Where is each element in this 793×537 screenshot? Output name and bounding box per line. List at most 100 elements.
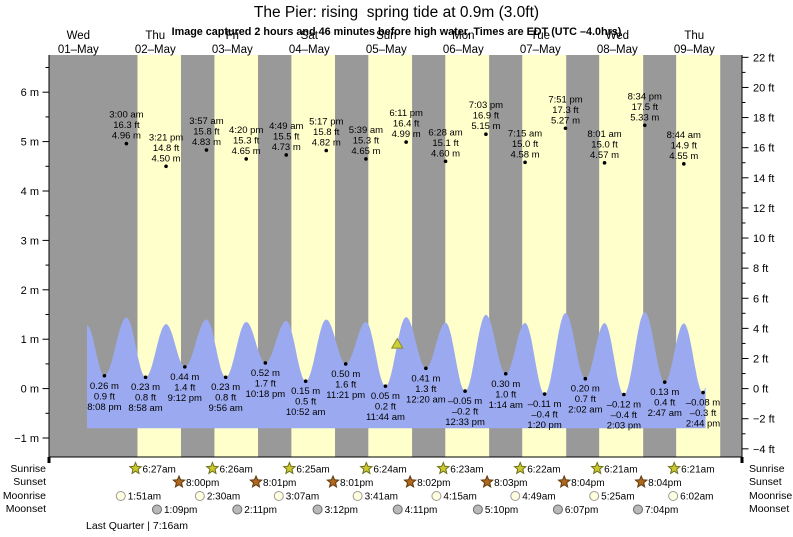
high-tide-m: 5.15 m (471, 121, 500, 132)
moonrise-row-label-left: Moonrise (2, 489, 46, 502)
high-tide-ft: 15.8 ft (193, 126, 220, 137)
sunrise-time: 6:24am (373, 465, 406, 476)
moonrise-icon (510, 491, 521, 501)
high-tide-time: 5:17 pm (309, 116, 343, 127)
low-tide-time: 2:03 pm (607, 421, 641, 432)
moonset-time: 1:09pm (164, 505, 197, 516)
low-tide-ft: 0.9 ft (94, 391, 115, 402)
capture-note: Image captured 2 hours and 46 minutes be… (171, 26, 622, 38)
low-tide-time: 2:47 am (648, 408, 682, 419)
day-date-label: 07–May (520, 44, 561, 56)
high-tide-time: 3:57 am (189, 116, 223, 127)
moon-phase-note: Last Quarter | 7:16am (86, 520, 188, 532)
ft-axis-tick-label: 12 ft (753, 203, 774, 215)
day-date-label: 03–May (212, 44, 253, 56)
day-date-label: 06–May (443, 44, 484, 56)
moonset-row-label-right: Moonset (749, 503, 790, 515)
moonrise-icon (589, 491, 600, 501)
sunset-time: 8:01pm (263, 478, 296, 489)
high-tide-m: 4.50 m (152, 153, 181, 164)
m-axis-tick-label: 4 m (21, 186, 39, 198)
moonrise-icon (431, 491, 442, 501)
low-tide-time: 12:33 pm (445, 417, 485, 428)
plot-border (48, 55, 743, 458)
low-tide-dot (701, 390, 705, 395)
moonrise-icon (668, 491, 679, 501)
high-tide-time: 5:39 am (349, 125, 383, 136)
low-tide-ft: –0.4 ft (611, 410, 638, 421)
moonset-icon (392, 504, 403, 515)
low-tide-m: 0.05 m (371, 391, 400, 402)
high-tide-m: 5.27 m (551, 115, 580, 126)
low-tide-ft: –0.4 ft (531, 410, 558, 421)
moonset-icon (472, 504, 483, 515)
sunrise-time: 6:26am (219, 465, 252, 476)
low-tide-ft: 0.7 ft (575, 394, 596, 405)
low-tide-dot (303, 379, 308, 383)
ft-axis-tick-label: 0 ft (753, 384, 768, 396)
day-date-label: 05–May (366, 44, 407, 56)
sunset-icon (557, 474, 572, 488)
sunset-icon (403, 474, 418, 488)
moonset-icon (552, 504, 563, 515)
high-tide-m: 4.73 m (272, 142, 301, 153)
high-tide-dot (284, 153, 289, 157)
day-weekday-label: Wed (67, 30, 90, 42)
moonset-icon (151, 504, 162, 515)
day-weekday-label: Wed (606, 30, 629, 42)
low-tide-dot (583, 376, 588, 381)
low-tide-m: 0.23 m (131, 382, 160, 393)
low-tide-m: 0.52 m (251, 368, 280, 379)
high-tide-time: 6:11 pm (389, 108, 423, 119)
low-tide-ft: 1.7 ft (255, 378, 276, 389)
low-tide-ft: 0.5 ft (295, 397, 316, 408)
low-tide-ft: 0.8 ft (135, 393, 156, 404)
m-axis-tick-label: 2 m (21, 285, 39, 297)
sunset-icon (249, 474, 263, 488)
sunset-row-label-left: Sunset (13, 476, 46, 488)
sunrise-icon (590, 461, 605, 475)
low-tide-m: 0.23 m (211, 382, 240, 393)
sunrise-time: 6:25am (296, 465, 329, 476)
high-tide-ft: 15.1 ft (432, 138, 459, 149)
low-tide-dot (263, 361, 268, 365)
high-tide-ft: 15.5 ft (273, 131, 300, 142)
high-tide-dot (484, 132, 488, 136)
sunrise-icon (128, 461, 143, 475)
moonrise-time: 6:02am (680, 492, 713, 503)
day-date-label: 09–May (674, 44, 715, 56)
high-tide-m: 4.55 m (669, 151, 698, 162)
low-tide-dot (622, 392, 626, 397)
high-tide-ft: 14.9 ft (671, 140, 698, 151)
day-date-label: 08–May (597, 44, 638, 56)
high-tide-ft: 16.4 ft (393, 119, 420, 130)
m-axis-tick-label: −1 m (14, 433, 39, 445)
sunrise-icon (436, 461, 451, 475)
sunset-time: 8:04pm (571, 478, 604, 489)
high-tide-ft: 15.8 ft (313, 127, 340, 138)
low-tide-ft: 0.2 ft (375, 402, 396, 413)
low-tide-dot (662, 380, 667, 384)
low-tide-time: 10:52 am (286, 407, 326, 418)
low-tide-m: –0.05 m (448, 396, 482, 407)
low-tide-time: 1:20 pm (527, 420, 561, 431)
low-tide-m: 0.44 m (170, 372, 199, 383)
moonset-time: 4:11pm (405, 505, 438, 516)
high-tide-time: 7:03 pm (469, 100, 503, 111)
ft-axis-tick-label: 18 ft (753, 113, 774, 125)
high-tide-m: 4.99 m (392, 129, 421, 140)
moonset-icon (232, 504, 243, 515)
high-tide-ft: 15.3 ft (233, 135, 260, 146)
moonrise-time: 3:07am (286, 492, 319, 503)
tide-curve (87, 312, 706, 429)
moonset-row-label-left: Moonset (5, 503, 46, 515)
high-tide-m: 4.65 m (351, 146, 380, 157)
ft-axis-tick-label: −4 ft (753, 444, 775, 456)
m-axis-tick-label: 1 m (21, 334, 39, 346)
sunrise-time: 6:21am (604, 465, 637, 476)
low-tide-dot (383, 384, 388, 388)
moonrise-row-label-right: Moonrise (749, 489, 793, 502)
high-tide-ft: 16.9 ft (473, 111, 500, 122)
